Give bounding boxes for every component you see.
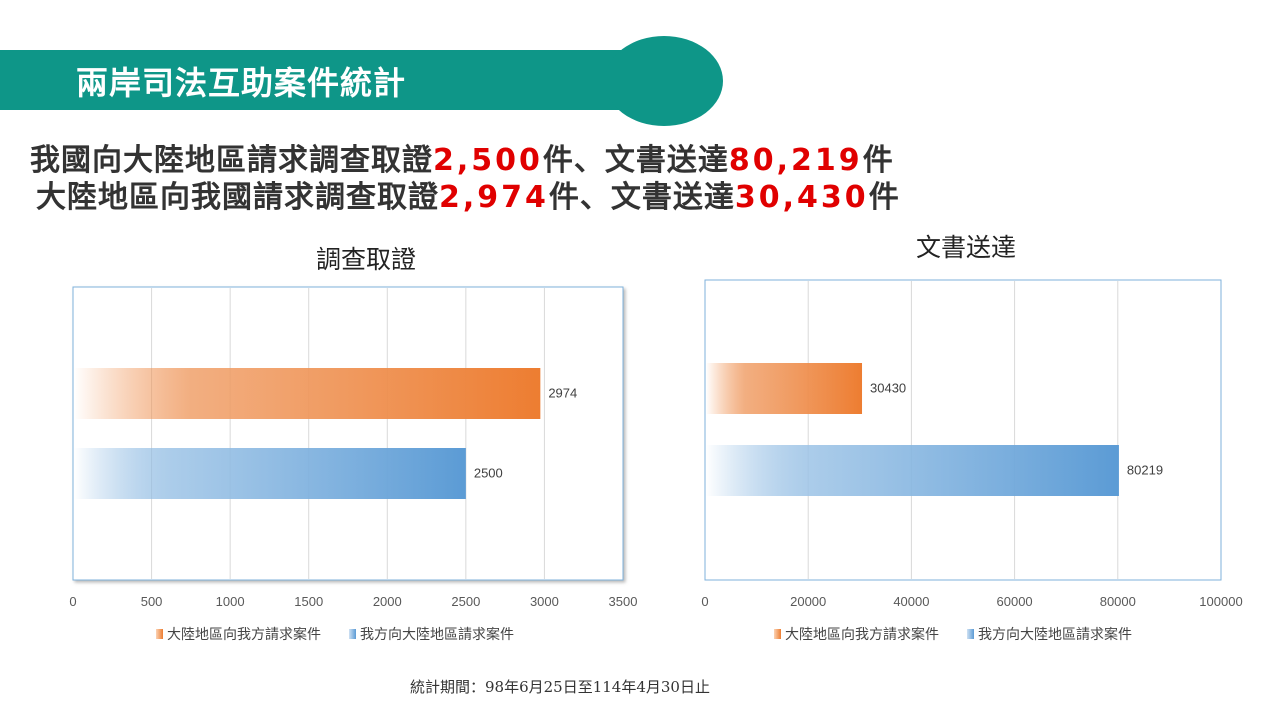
legend-2-label-taiwan: 我方向大陸地區請求案件	[978, 627, 1132, 643]
legend-1-label-taiwan: 我方向大陸地區請求案件	[360, 627, 514, 643]
headline-1-suffix: 件	[862, 143, 894, 178]
legend-swatch-blue	[349, 629, 356, 639]
headline-2-service-count: 30,430	[734, 180, 869, 215]
headline-line-2: 大陸地區向我國請求調查取證2,974件、文書送達30,430件	[36, 172, 900, 216]
chart-2-legend: 大陸地區向我方請求案件 我方向大陸地區請求案件	[774, 624, 1160, 644]
chart-1-title: 調查取證	[316, 245, 417, 274]
chart-2-data-label: 30430	[870, 381, 906, 396]
headline-1-evidence-count: 2,500	[433, 143, 543, 178]
chart-2-bar-mainland	[706, 363, 863, 414]
legend-swatch-orange	[156, 629, 163, 639]
chart-2-data-label: 80219	[1127, 463, 1163, 478]
chart-1-tick-label: 2500	[451, 594, 480, 609]
chart-2-title: 文書送達	[916, 233, 1017, 262]
chart-1-bar-taiwan	[74, 448, 466, 499]
chart-1-tick-label: 500	[141, 594, 163, 609]
headline-1-mid: 件、文書送達	[542, 143, 729, 178]
chart-1-data-label: 2974	[548, 386, 577, 401]
chart-1-tick-label: 3500	[609, 594, 638, 609]
chart-1-tick-label: 1500	[294, 594, 323, 609]
legend-1-item-taiwan: 我方向大陸地區請求案件	[349, 624, 514, 644]
chart-1-tick-label: 1000	[216, 594, 245, 609]
chart-1-data-label: 2500	[474, 466, 503, 481]
chart-2-plot-area	[704, 279, 1222, 581]
legend-swatch-blue	[967, 629, 974, 639]
chart-2-tick-label: 80000	[1100, 594, 1136, 609]
banner-ellipse	[605, 36, 723, 126]
chart-2-tick-label: 0	[701, 594, 708, 609]
chart-1-tick-label: 3000	[530, 594, 559, 609]
headline-line-1: 我國向大陸地區請求調查取證2,500件、文書送達80,219件	[30, 135, 894, 179]
chart-1-tick-label: 2000	[373, 594, 402, 609]
chart-1-legend: 大陸地區向我方請求案件 我方向大陸地區請求案件	[156, 624, 542, 644]
chart-2-bar-taiwan	[706, 445, 1119, 496]
legend-2-label-mainland: 大陸地區向我方請求案件	[785, 627, 939, 643]
chart-2-tick-label: 20000	[790, 594, 826, 609]
headline-2-evidence-count: 2,974	[439, 180, 549, 215]
legend-2-item-mainland: 大陸地區向我方請求案件	[774, 624, 939, 644]
headline-2-mid: 件、文書送達	[548, 180, 735, 215]
headline-2-suffix: 件	[868, 180, 900, 215]
headline-2-text: 大陸地區向我國請求調查取證	[36, 180, 439, 215]
legend-2-item-taiwan: 我方向大陸地區請求案件	[967, 624, 1132, 644]
headline-1-text: 我國向大陸地區請求調查取證	[30, 143, 433, 178]
legend-swatch-orange	[774, 629, 781, 639]
legend-1-item-mainland: 大陸地區向我方請求案件	[156, 624, 321, 644]
chart-1-tick-label: 0	[69, 594, 76, 609]
chart-1-bar-mainland	[74, 368, 541, 419]
title-banner: 兩岸司法互助案件統計	[0, 36, 723, 126]
page-title: 兩岸司法互助案件統計	[76, 64, 407, 102]
chart-2-tick-label: 60000	[997, 594, 1033, 609]
chart-2-tick-label: 100000	[1199, 594, 1242, 609]
chart-1-plot-area	[72, 286, 624, 581]
banner-bar	[0, 50, 640, 110]
chart-2-tick-label: 40000	[893, 594, 929, 609]
legend-1-label-mainland: 大陸地區向我方請求案件	[167, 627, 321, 643]
footnote: 統計期間：98年6月25日至114年4月30日止	[410, 678, 710, 696]
headline-1-service-count: 80,219	[728, 143, 863, 178]
